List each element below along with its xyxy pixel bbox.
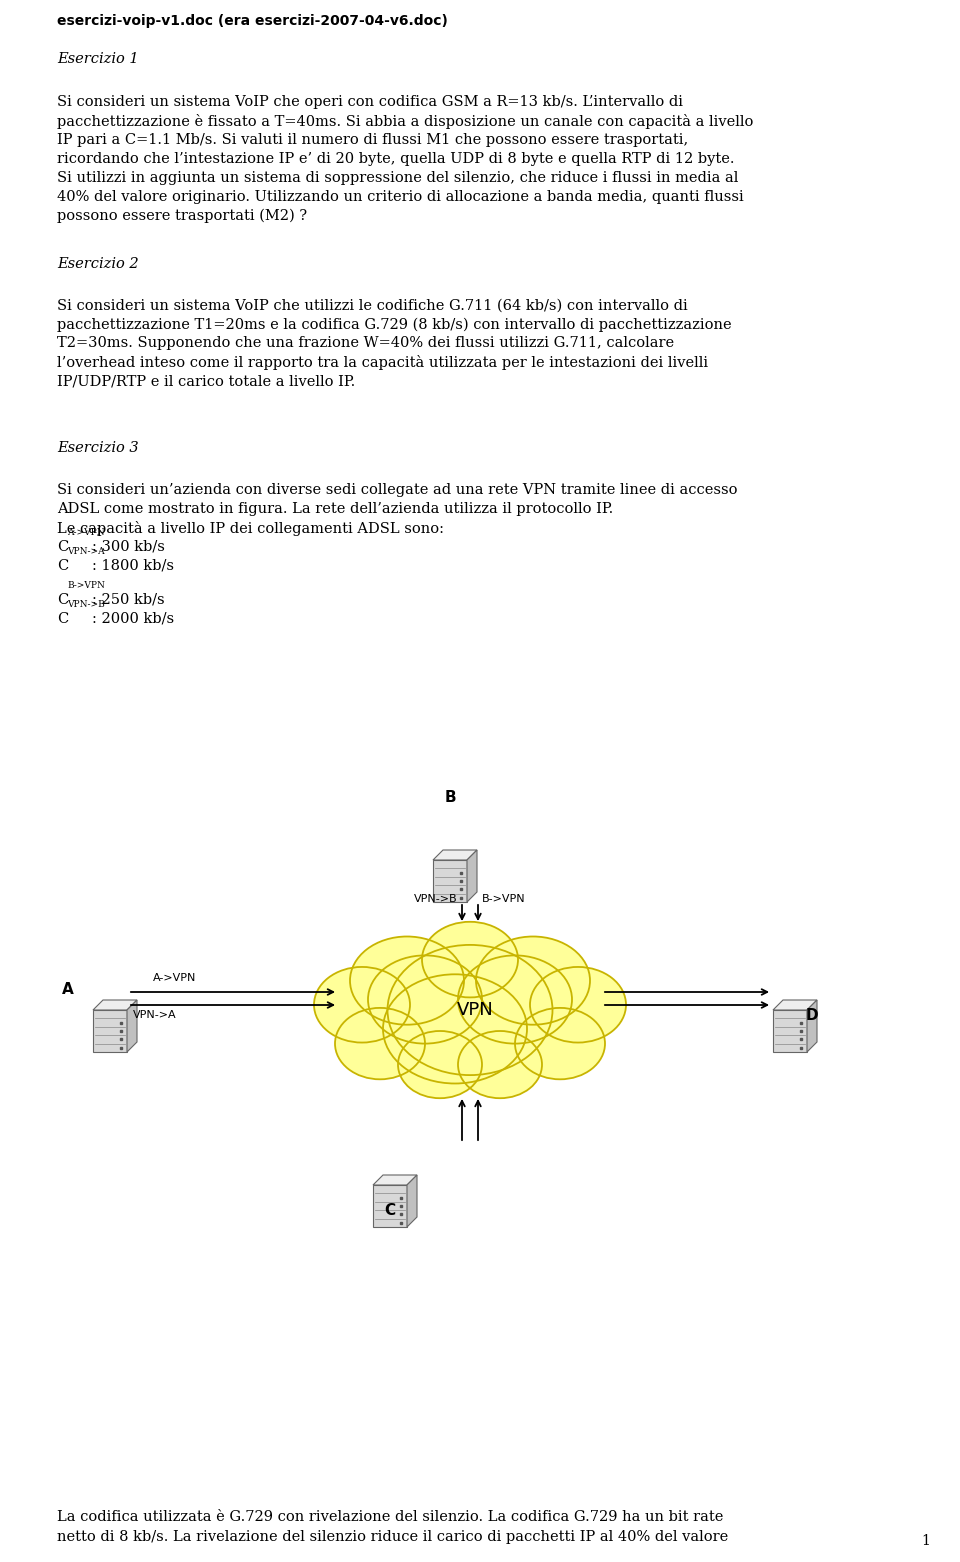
Ellipse shape [398, 1031, 482, 1098]
Text: esercizi-voip-v1.doc (era esercizi-2007-04-v6.doc): esercizi-voip-v1.doc (era esercizi-2007-… [57, 14, 448, 28]
FancyBboxPatch shape [773, 1011, 807, 1051]
Text: C: C [57, 559, 68, 573]
Text: 40% del valore originario. Utilizzando un criterio di allocazione a banda media,: 40% del valore originario. Utilizzando u… [57, 191, 744, 205]
Text: Si consideri un’azienda con diverse sedi collegate ad una rete VPN tramite linee: Si consideri un’azienda con diverse sedi… [57, 483, 737, 497]
FancyBboxPatch shape [433, 861, 467, 901]
Text: Si utilizzi in aggiunta un sistema di soppressione del silenzio, che riduce i fl: Si utilizzi in aggiunta un sistema di so… [57, 170, 738, 184]
Text: C: C [384, 1203, 396, 1218]
Ellipse shape [383, 975, 527, 1084]
Text: C: C [57, 612, 68, 626]
FancyBboxPatch shape [93, 1011, 127, 1051]
Polygon shape [807, 1000, 817, 1051]
Ellipse shape [530, 967, 626, 1042]
Ellipse shape [515, 1007, 605, 1079]
Text: pacchettizzazione T1=20ms e la codifica G.729 (8 kb/s) con intervallo di pacchet: pacchettizzazione T1=20ms e la codifica … [57, 317, 732, 331]
Ellipse shape [335, 1007, 425, 1079]
Text: B: B [444, 790, 456, 804]
Text: : 300 kb/s: : 300 kb/s [92, 539, 165, 553]
FancyBboxPatch shape [373, 1186, 407, 1228]
Ellipse shape [476, 937, 590, 1025]
Text: VPN->B: VPN->B [67, 600, 105, 609]
Text: C: C [57, 539, 68, 553]
Polygon shape [773, 1000, 817, 1011]
Text: IP pari a C=1.1 Mb/s. Si valuti il numero di flussi M1 che possono essere traspo: IP pari a C=1.1 Mb/s. Si valuti il numer… [57, 133, 688, 147]
Polygon shape [433, 850, 477, 861]
Text: 1: 1 [922, 1534, 930, 1548]
Text: VPN->B: VPN->B [415, 893, 458, 904]
Text: Le capacità a livello IP dei collegamenti ADSL sono:: Le capacità a livello IP dei collegament… [57, 520, 444, 536]
Polygon shape [93, 1000, 137, 1011]
Text: Si consideri un sistema VoIP che operi con codifica GSM a R=13 kb/s. L’intervall: Si consideri un sistema VoIP che operi c… [57, 95, 683, 109]
Text: A: A [62, 982, 74, 998]
Polygon shape [467, 850, 477, 901]
Text: ADSL come mostrato in figura. La rete dell’azienda utilizza il protocollo IP.: ADSL come mostrato in figura. La rete de… [57, 501, 613, 515]
Polygon shape [127, 1000, 137, 1051]
Text: La codifica utilizzata è G.729 con rivelazione del silenzio. La codifica G.729 h: La codifica utilizzata è G.729 con rivel… [57, 1510, 724, 1525]
Text: T2=30ms. Supponendo che una frazione W=40% dei flussi utilizzi G.711, calcolare: T2=30ms. Supponendo che una frazione W=4… [57, 336, 674, 350]
Polygon shape [407, 1175, 417, 1228]
Text: : 1800 kb/s: : 1800 kb/s [92, 559, 174, 573]
Ellipse shape [314, 967, 410, 1042]
Text: A->VPN: A->VPN [67, 528, 105, 537]
Text: D: D [805, 1007, 818, 1023]
Ellipse shape [458, 956, 572, 1043]
Ellipse shape [388, 945, 553, 1075]
Text: IP/UDP/RTP e il carico totale a livello IP.: IP/UDP/RTP e il carico totale a livello … [57, 375, 355, 389]
Text: ricordando che l’intestazione IP e’ di 20 byte, quella UDP di 8 byte e quella RT: ricordando che l’intestazione IP e’ di 2… [57, 152, 734, 166]
Text: C: C [57, 594, 68, 606]
Text: l’overhead inteso come il rapporto tra la capacità utilizzata per le intestazion: l’overhead inteso come il rapporto tra l… [57, 355, 708, 370]
Text: B->VPN: B->VPN [482, 893, 526, 904]
Text: : 250 kb/s: : 250 kb/s [92, 594, 165, 606]
Text: VPN->A: VPN->A [67, 547, 105, 556]
Text: netto di 8 kb/s. La rivelazione del silenzio riduce il carico di pacchetti IP al: netto di 8 kb/s. La rivelazione del sile… [57, 1531, 729, 1543]
Text: pacchettizzazione è fissato a T=40ms. Si abbia a disposizione un canale con capa: pacchettizzazione è fissato a T=40ms. Si… [57, 114, 754, 130]
Polygon shape [373, 1175, 417, 1186]
Text: B->VPN: B->VPN [67, 581, 105, 590]
Text: VPN->A: VPN->A [133, 1011, 177, 1020]
Text: A->VPN: A->VPN [153, 973, 197, 982]
Ellipse shape [458, 1031, 542, 1098]
Ellipse shape [350, 937, 464, 1025]
Text: possono essere trasportati (M2) ?: possono essere trasportati (M2) ? [57, 209, 307, 223]
Ellipse shape [422, 922, 518, 998]
Text: Esercizio 3: Esercizio 3 [57, 440, 138, 455]
Text: Esercizio 1: Esercizio 1 [57, 52, 138, 66]
Text: : 2000 kb/s: : 2000 kb/s [92, 612, 175, 626]
Text: Esercizio 2: Esercizio 2 [57, 256, 138, 270]
Ellipse shape [368, 956, 482, 1043]
Text: Si consideri un sistema VoIP che utilizzi le codifiche G.711 (64 kb/s) con inter: Si consideri un sistema VoIP che utilizz… [57, 298, 687, 312]
Text: VPN: VPN [457, 1001, 493, 1018]
